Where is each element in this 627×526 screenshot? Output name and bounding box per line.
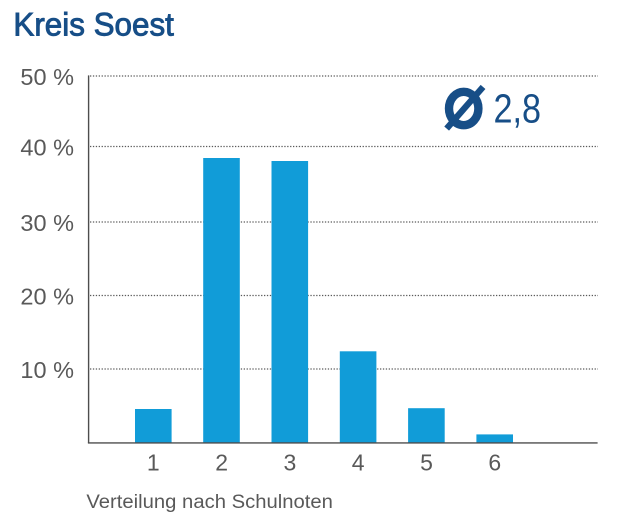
svg-text:20 %: 20 % xyxy=(20,283,74,309)
svg-text:2,8: 2,8 xyxy=(494,86,542,132)
svg-text:1: 1 xyxy=(147,450,160,476)
svg-text:Kreis Soest: Kreis Soest xyxy=(13,7,174,43)
svg-text:4: 4 xyxy=(352,450,365,476)
svg-text:10 %: 10 % xyxy=(20,357,74,383)
svg-text:5: 5 xyxy=(420,450,433,476)
svg-text:50 %: 50 % xyxy=(20,64,74,90)
svg-text:3: 3 xyxy=(284,450,297,476)
svg-text:40 %: 40 % xyxy=(20,134,74,160)
svg-text:6: 6 xyxy=(488,450,501,476)
svg-text:Verteilung nach Schulnoten: Verteilung nach Schulnoten xyxy=(86,492,333,513)
svg-text:2: 2 xyxy=(215,450,228,476)
svg-text:30 %: 30 % xyxy=(20,210,74,236)
